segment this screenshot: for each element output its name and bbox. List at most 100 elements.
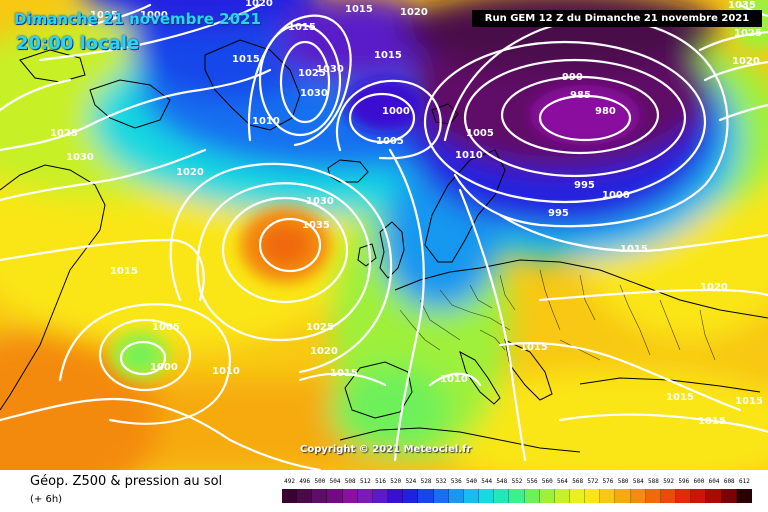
- legend-value: 520: [390, 478, 402, 485]
- legend-swatch: [357, 489, 373, 503]
- legend-value: 576: [602, 478, 614, 485]
- isobar-label: 1015: [288, 22, 316, 33]
- legend-value: 524: [405, 478, 417, 485]
- legend-value: 596: [678, 478, 690, 485]
- coastlines: [0, 39, 768, 453]
- isobar-label: 1030: [316, 64, 344, 75]
- legend-swatch: [630, 489, 646, 503]
- legend-swatch: [433, 489, 449, 503]
- legend-swatch: [691, 489, 707, 503]
- isobar-label: 1015: [698, 416, 726, 427]
- color-legend: 492 496 500 504 508 512 516 520 524 528 532 536 540 5…: [282, 478, 752, 508]
- isobar-label: 995: [574, 180, 595, 191]
- copyright-text: Copyright © 2021 Meteociel.fr: [300, 444, 472, 455]
- legend-swatch: [524, 489, 540, 503]
- legend-value: 508: [344, 478, 356, 485]
- legend-value: 536: [450, 478, 462, 485]
- isobar-label: 1000: [602, 190, 630, 201]
- legend-swatch: [312, 489, 328, 503]
- geopotential-map-svg: 1005 1000 1020 1015 1020 1035 1025 1020 1015 1025…: [0, 0, 768, 470]
- isobar-label: 1015: [345, 4, 373, 15]
- isobar-label: 1005: [376, 136, 404, 147]
- isobar-label: 990: [562, 72, 583, 83]
- isobar-label: 1030: [300, 88, 328, 99]
- isobar-label: 1020: [245, 0, 273, 9]
- legend-color-bar: [282, 489, 752, 503]
- legend-value: 588: [648, 478, 659, 485]
- legend-value: 580: [617, 478, 629, 485]
- map-title: Géop. Z500 & pression au sol: [30, 474, 223, 489]
- legend-swatch: [494, 489, 510, 503]
- forecast-date: Dimanche 21 novembre 2021: [14, 10, 261, 28]
- legend-swatch: [479, 489, 495, 503]
- legend-value: 532: [435, 478, 447, 485]
- isobar-label: 1005: [466, 128, 494, 139]
- isobar-label: 1035: [728, 0, 756, 11]
- isobar-label: 1020: [732, 56, 760, 67]
- isobar-label: 1015: [374, 50, 402, 61]
- legend-value: 584: [632, 478, 644, 485]
- model-run-label: Run GEM 12 Z du Dimanche 21 novembre 202…: [472, 10, 762, 27]
- legend-value: 496: [299, 478, 311, 485]
- isobar-label: 1010: [440, 374, 468, 385]
- legend-swatch: [282, 489, 298, 503]
- legend-labels: 492 496 500 504 508 512 516 520 524 528 532 536 540 5…: [282, 478, 752, 488]
- isobar-label: 1005: [90, 10, 118, 21]
- legend-swatch: [585, 489, 601, 503]
- legend-value: 556: [526, 478, 538, 485]
- legend-value: 548: [496, 478, 508, 485]
- isobar-label: 1015: [666, 392, 694, 403]
- isobar-label: 995: [548, 208, 569, 219]
- isobar-label: 985: [570, 90, 591, 101]
- legend-value: 608: [723, 478, 735, 485]
- legend-swatch: [660, 489, 677, 503]
- isobars: [0, 3, 768, 470]
- isobar-label: 1015: [330, 368, 358, 379]
- legend-value: 568: [572, 478, 584, 485]
- isobar-labels: 1005 1000 1020 1015 1020 1035 1025 1020 1015 1025…: [50, 0, 763, 427]
- forecast-time: 20:00 locale: [16, 33, 140, 54]
- legend-value: 560: [541, 478, 553, 485]
- isobar-label: 1030: [66, 152, 94, 163]
- forecast-offset: (+ 6h): [30, 494, 63, 505]
- legend-value: 564: [557, 478, 568, 485]
- isobar-label: 1020: [700, 282, 728, 293]
- legend-swatch: [327, 489, 343, 503]
- legend-swatch: [388, 489, 404, 503]
- isobar-label: 1015: [620, 244, 648, 255]
- isobar-label: 1025: [734, 28, 762, 39]
- legend-value: 612: [738, 478, 750, 485]
- legend-value: 504: [329, 478, 341, 485]
- legend-swatch: [554, 489, 570, 503]
- isobar-label: 1025: [306, 322, 334, 333]
- isobar-label: 1000: [150, 362, 178, 373]
- legend-swatch: [736, 489, 752, 503]
- legend-value: 500: [314, 478, 326, 485]
- legend-swatch: [342, 489, 358, 503]
- isobar-label: 980: [595, 106, 616, 117]
- legend-swatch: [372, 489, 389, 503]
- isobar-label: 1020: [176, 167, 204, 178]
- legend-swatch: [600, 489, 616, 503]
- legend-value: 552: [511, 478, 523, 485]
- isobar-label: 1000: [382, 106, 410, 117]
- legend-value: 600: [693, 478, 705, 485]
- legend-swatch: [297, 489, 313, 503]
- isobar-label: 1020: [310, 346, 338, 357]
- isobar-label: 1015: [520, 342, 548, 353]
- isobar-label: 1035: [302, 220, 330, 231]
- legend-swatch: [403, 489, 419, 503]
- legend-swatch: [418, 489, 434, 503]
- weather-map: 1005 1000 1020 1015 1020 1035 1025 1020 1015 1025…: [0, 0, 768, 470]
- legend-value: 492: [284, 478, 295, 485]
- map-footer: Géop. Z500 & pression au sol (+ 6h) 492 4…: [0, 470, 768, 512]
- isobar-label: 1030: [306, 196, 334, 207]
- legend-value: 512: [359, 478, 371, 485]
- legend-value: 544: [481, 478, 493, 485]
- legend-swatch: [721, 489, 737, 503]
- legend-swatch: [615, 489, 631, 503]
- legend-swatch: [645, 489, 661, 503]
- isobar-label: 1015: [735, 396, 763, 407]
- legend-value: 572: [587, 478, 599, 485]
- legend-swatch: [569, 489, 586, 503]
